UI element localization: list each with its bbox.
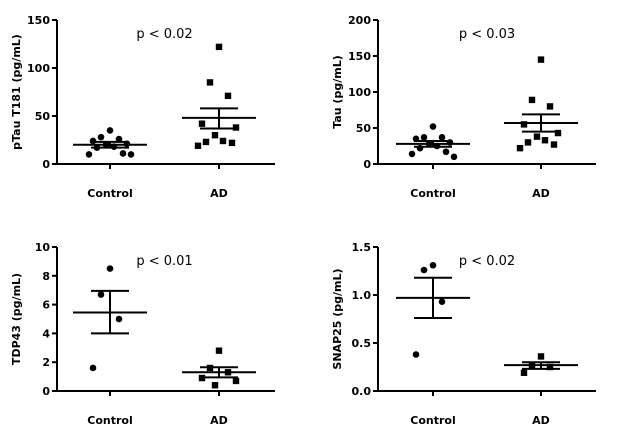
- data-point-ad: [232, 377, 240, 385]
- y-tick-label: 1.0: [352, 289, 372, 302]
- y-tick-label: 0.0: [352, 385, 372, 398]
- y-tick-label: 50: [35, 110, 51, 123]
- panel-2: 0 50 100 150 200 Control AD Tau (pg/mL) p < 0.03: [331, 14, 596, 200]
- data-point-ad: [541, 137, 549, 144]
- data-point-control: [420, 266, 428, 274]
- data-point-control: [119, 150, 127, 157]
- data-point-ad: [224, 92, 232, 100]
- data-point-ad: [206, 79, 214, 86]
- y-tick-label: 100: [348, 86, 371, 99]
- y-tick-label: 100: [27, 62, 50, 75]
- data-point-ad: [546, 363, 554, 371]
- data-point-control: [89, 364, 97, 372]
- p-value-annotation: p < 0.02: [459, 254, 515, 269]
- data-point-ad: [524, 139, 532, 146]
- data-point-control: [412, 351, 420, 358]
- data-point-control: [115, 135, 123, 143]
- y-tick-label: 6: [42, 299, 50, 312]
- data-point-control: [450, 153, 458, 161]
- data-point-control: [408, 150, 416, 158]
- y-tick-label: 0.5: [352, 337, 372, 350]
- data-point-control: [106, 265, 114, 272]
- y-tick-label: 0: [42, 385, 50, 398]
- data-point-ad: [211, 132, 219, 139]
- y-axis-label: Tau (pg/mL): [331, 55, 344, 128]
- p-value-annotation: p < 0.02: [136, 27, 192, 42]
- x-tick-label: AD: [210, 414, 228, 427]
- data-point-control: [106, 127, 114, 134]
- panel-3: 0 2 4 6 8 10 Control AD TDP43 (pg/mL) p < 0.01: [10, 241, 275, 427]
- data-point-control: [115, 315, 123, 323]
- x-tick-label: Control: [410, 414, 455, 427]
- y-axis-label: SNAP25 (pg/mL): [331, 268, 344, 369]
- y-tick-label: 8: [42, 270, 50, 283]
- data-point-ad: [554, 129, 562, 137]
- data-point-ad: [516, 144, 524, 152]
- x-tick-label: AD: [532, 414, 550, 427]
- data-point-ad: [546, 103, 554, 110]
- data-point-ad: [215, 43, 223, 51]
- data-point-ad: [228, 139, 236, 147]
- x-tick-label: Control: [87, 414, 132, 427]
- data-point-ad: [537, 56, 545, 63]
- data-point-ad: [219, 137, 227, 145]
- panel-4: 0.0 0.5 1.0 1.5 Control AD SNAP25 (pg/mL) p < 0…: [331, 241, 596, 427]
- x-tick-label: AD: [532, 187, 550, 200]
- y-axis-label: pTau T181 (pg/mL): [10, 34, 23, 150]
- data-point-ad: [520, 121, 528, 128]
- y-tick-label: 4: [42, 327, 50, 340]
- data-point-control: [97, 133, 105, 141]
- y-tick-label: 2: [42, 356, 50, 369]
- data-point-control: [420, 134, 428, 141]
- data-point-ad: [215, 347, 223, 354]
- data-point-ad: [533, 133, 541, 140]
- data-point-ad: [528, 96, 536, 104]
- y-tick-label: 200: [348, 14, 371, 27]
- data-point-control: [438, 134, 446, 141]
- y-axis-label: TDP43 (pg/mL): [10, 273, 23, 365]
- panel-1: 0 50 100 150 Control AD pTau T181 (pg/mL) p < 0…: [10, 14, 275, 200]
- data-point-ad: [520, 369, 528, 376]
- y-tick-label: 150: [27, 14, 50, 27]
- data-point-ad: [194, 142, 202, 149]
- x-tick-label: Control: [87, 187, 132, 200]
- x-tick-label: AD: [210, 187, 228, 200]
- data-point-control: [127, 151, 135, 158]
- data-point-control: [438, 298, 446, 306]
- x-tick-label: Control: [410, 187, 455, 200]
- data-point-control: [429, 261, 437, 269]
- data-point-ad: [198, 120, 206, 127]
- data-point-ad: [202, 138, 210, 146]
- y-tick-label: 50: [356, 122, 372, 135]
- data-point-control: [442, 148, 450, 156]
- data-point-control: [97, 291, 105, 298]
- y-tick-label: 0: [42, 158, 50, 171]
- y-tick-label: 10: [35, 241, 51, 254]
- y-tick-label: 150: [348, 50, 371, 63]
- y-tick-label: 0: [363, 158, 371, 171]
- data-point-ad: [537, 353, 545, 360]
- data-point-control: [429, 123, 437, 130]
- data-point-ad: [550, 141, 558, 148]
- p-value-annotation: p < 0.01: [136, 254, 192, 269]
- data-point-control: [85, 151, 93, 158]
- data-point-ad: [211, 382, 219, 389]
- y-tick-label: 1.5: [352, 241, 372, 254]
- p-value-annotation: p < 0.03: [459, 27, 515, 42]
